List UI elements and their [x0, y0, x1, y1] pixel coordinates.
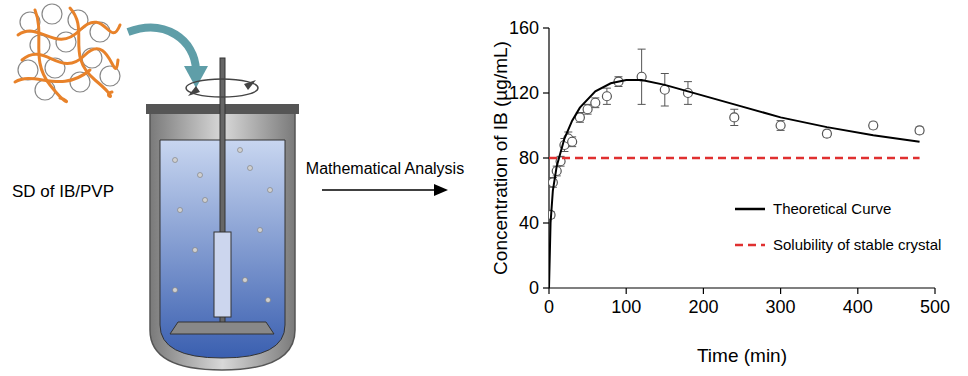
- x-axis-title: Time (min): [697, 345, 787, 366]
- y-tick: [543, 157, 549, 158]
- legend-label: Solubility of stable crystal: [773, 236, 941, 253]
- x-tick-label: 100: [611, 297, 641, 317]
- bubble: [193, 248, 198, 253]
- x-axis: [549, 287, 935, 288]
- data-point: [730, 113, 739, 122]
- series-line: [549, 157, 920, 160]
- stirrer-probe: [214, 232, 231, 317]
- polymer-chain: [35, 10, 67, 102]
- y-tick-label: 40: [519, 213, 539, 233]
- legend: Theoretical Curve Solubility of stable cr…: [735, 200, 941, 253]
- legend-swatch: [735, 208, 765, 211]
- particle: [42, 4, 62, 24]
- polymer-chain: [22, 49, 118, 69]
- analysis-arrow: [322, 189, 438, 191]
- y-tick-label: 0: [529, 278, 539, 298]
- error-bar: [777, 121, 785, 131]
- bubble: [198, 173, 203, 178]
- bubble: [238, 148, 243, 153]
- polymer-chain: [70, 8, 112, 97]
- particle: [18, 60, 38, 80]
- diagram-label: SD of IB/PVP: [12, 182, 114, 201]
- legend-swatch: [735, 244, 765, 247]
- polymer-chain: [18, 22, 120, 39]
- data-point: [583, 105, 592, 114]
- x-tick: [548, 288, 549, 294]
- x-tick: [857, 288, 858, 294]
- bubble: [173, 288, 178, 293]
- error-bar: [638, 49, 646, 104]
- diagram: SD of IB/PVP Mathematical Analysis: [12, 4, 464, 370]
- bubble: [258, 228, 263, 233]
- error-bar: [603, 88, 611, 104]
- x-tick-label: 0: [544, 297, 554, 317]
- bubble: [266, 298, 271, 303]
- rotation-arrow: [244, 80, 256, 90]
- x-tick: [626, 288, 627, 294]
- bubble: [268, 188, 273, 193]
- data-point: [776, 121, 785, 130]
- error-bar: [661, 74, 669, 107]
- polymer-chain: [15, 70, 90, 82]
- y-axis-title: Concentration of IB (µg/mL): [490, 41, 511, 275]
- y-tick: [543, 92, 549, 93]
- figure: SD of IB/PVP Mathematical Analysis 0 100 200…: [0, 0, 968, 376]
- bubble: [248, 166, 253, 171]
- x-tick-label: 400: [843, 297, 873, 317]
- error-bar: [591, 98, 599, 108]
- y-tick-label: 80: [519, 148, 539, 168]
- particle: [35, 80, 55, 100]
- y-tick-label: 120: [509, 83, 539, 103]
- series-line: [549, 80, 920, 288]
- rotation-ring: [186, 79, 258, 97]
- x-tick: [934, 288, 935, 294]
- y-tick: [543, 27, 549, 28]
- data-point: [869, 121, 878, 130]
- impeller: [170, 322, 274, 334]
- legend-label: Theoretical Curve: [773, 200, 891, 217]
- data-point: [822, 129, 831, 138]
- arrow-head: [434, 184, 448, 196]
- y-tick: [543, 222, 549, 223]
- x-tick: [780, 288, 781, 294]
- error-bar: [568, 137, 576, 147]
- arrow-label: Mathematical Analysis: [306, 160, 464, 177]
- data-point: [602, 92, 611, 101]
- bubble: [243, 278, 248, 283]
- data-point: [591, 98, 600, 107]
- x-tick-label: 300: [766, 297, 796, 317]
- rotation-arrow: [188, 86, 200, 96]
- y-tick: [543, 287, 549, 288]
- x-tick-label: 500: [920, 297, 950, 317]
- chart: 0 100 200 300 400 500 0 40 80 120 160 Time (min) Con…: [490, 18, 950, 366]
- y-tick-label: 160: [509, 18, 539, 38]
- x-tick: [703, 288, 704, 294]
- bubble: [173, 158, 178, 163]
- error-bar: [730, 109, 738, 125]
- bubble: [178, 208, 183, 213]
- data-point: [568, 137, 577, 146]
- x-tick-label: 200: [688, 297, 718, 317]
- bubble: [203, 198, 208, 203]
- data-point: [915, 126, 924, 135]
- error-bar: [584, 104, 592, 114]
- curved-arrow: [128, 28, 196, 70]
